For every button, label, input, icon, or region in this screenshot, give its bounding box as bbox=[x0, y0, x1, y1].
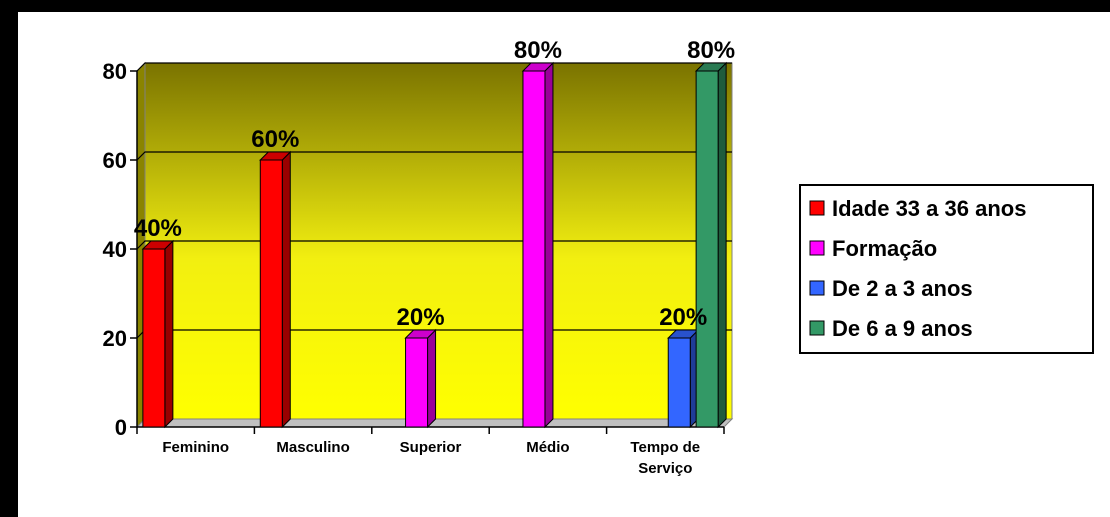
legend-item: Idade 33 a 36 anos bbox=[809, 196, 1026, 221]
legend-swatch bbox=[809, 280, 825, 296]
bar-side bbox=[281, 150, 291, 429]
bar-1-3 bbox=[521, 61, 555, 429]
x-category-label: Superior bbox=[400, 439, 462, 456]
data-label: 20% bbox=[659, 304, 707, 331]
y-tick-label: 0 bbox=[115, 415, 127, 440]
y-tick-label: 80 bbox=[103, 59, 127, 84]
bar-front bbox=[142, 248, 166, 428]
bar-front bbox=[405, 337, 429, 428]
bar-side bbox=[427, 328, 437, 429]
legend-label: Formação bbox=[832, 236, 937, 261]
data-label: 80% bbox=[687, 37, 735, 64]
y-tick-label: 40 bbox=[103, 237, 127, 262]
bar-front bbox=[667, 337, 691, 428]
bar-0-1 bbox=[259, 150, 292, 429]
legend-swatch bbox=[809, 320, 825, 336]
bar-0-0 bbox=[141, 239, 175, 429]
bar-3-4 bbox=[694, 61, 728, 429]
data-label: 20% bbox=[397, 304, 445, 331]
y-tick-label: 60 bbox=[103, 148, 127, 173]
y-tick-label: 20 bbox=[103, 326, 127, 351]
legend-item: De 2 a 3 anos bbox=[809, 276, 973, 301]
bar-front bbox=[259, 159, 283, 428]
legend-label: De 6 a 9 anos bbox=[832, 316, 973, 341]
legend-label: De 2 a 3 anos bbox=[832, 276, 973, 301]
legend-label: Idade 33 a 36 anos bbox=[832, 196, 1026, 221]
x-category-label: Masculino bbox=[276, 439, 349, 456]
x-category-label: Tempo de Serviço bbox=[630, 439, 700, 477]
legend-item: Formação bbox=[809, 236, 937, 261]
x-category-label: Feminino bbox=[162, 439, 229, 456]
bar-side bbox=[544, 61, 554, 429]
bar-1-2 bbox=[404, 328, 437, 429]
legend-item: De 6 a 9 anos bbox=[809, 316, 973, 341]
bar-side bbox=[164, 239, 174, 429]
bar-front bbox=[695, 70, 719, 428]
bar-side bbox=[717, 61, 727, 429]
bar-front bbox=[522, 70, 546, 428]
data-label: 80% bbox=[514, 37, 562, 64]
data-label: 60% bbox=[251, 126, 299, 153]
x-category-label: Médio bbox=[526, 439, 569, 456]
legend-swatch bbox=[809, 200, 825, 216]
legend-box bbox=[799, 184, 1094, 354]
bar-2-4 bbox=[667, 328, 700, 429]
data-label: 40% bbox=[134, 215, 182, 242]
legend-swatch bbox=[809, 240, 825, 256]
